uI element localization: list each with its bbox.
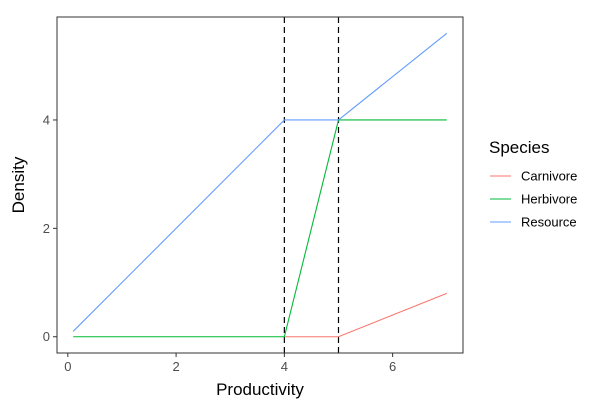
x-tick-label: 6 <box>389 359 396 374</box>
legend-title: Species <box>489 138 549 157</box>
y-tick-label: 2 <box>43 221 50 236</box>
series-line-carnivore <box>284 292 447 338</box>
legend-label-resource: Resource <box>521 215 577 230</box>
x-tick-label: 4 <box>281 359 288 374</box>
x-tick-label: 2 <box>172 359 179 374</box>
series-line-resource <box>72 32 448 332</box>
plot-layer <box>72 17 448 353</box>
panel-border <box>56 16 464 354</box>
series-line-herbivore <box>73 119 447 338</box>
legend-label-herbivore: Herbivore <box>521 192 577 207</box>
y-axis-title: Density <box>9 156 28 213</box>
axis-layer: 0 2 4 6 0 2 4 <box>43 112 396 374</box>
y-tick-label: 0 <box>43 329 50 344</box>
y-tick-label: 4 <box>43 112 50 127</box>
legend-label-carnivore: Carnivore <box>521 169 577 184</box>
legend: Species Carnivore Herbivore Resource <box>489 138 577 230</box>
x-axis-title: Productivity <box>216 380 304 399</box>
x-tick-label: 0 <box>64 359 71 374</box>
